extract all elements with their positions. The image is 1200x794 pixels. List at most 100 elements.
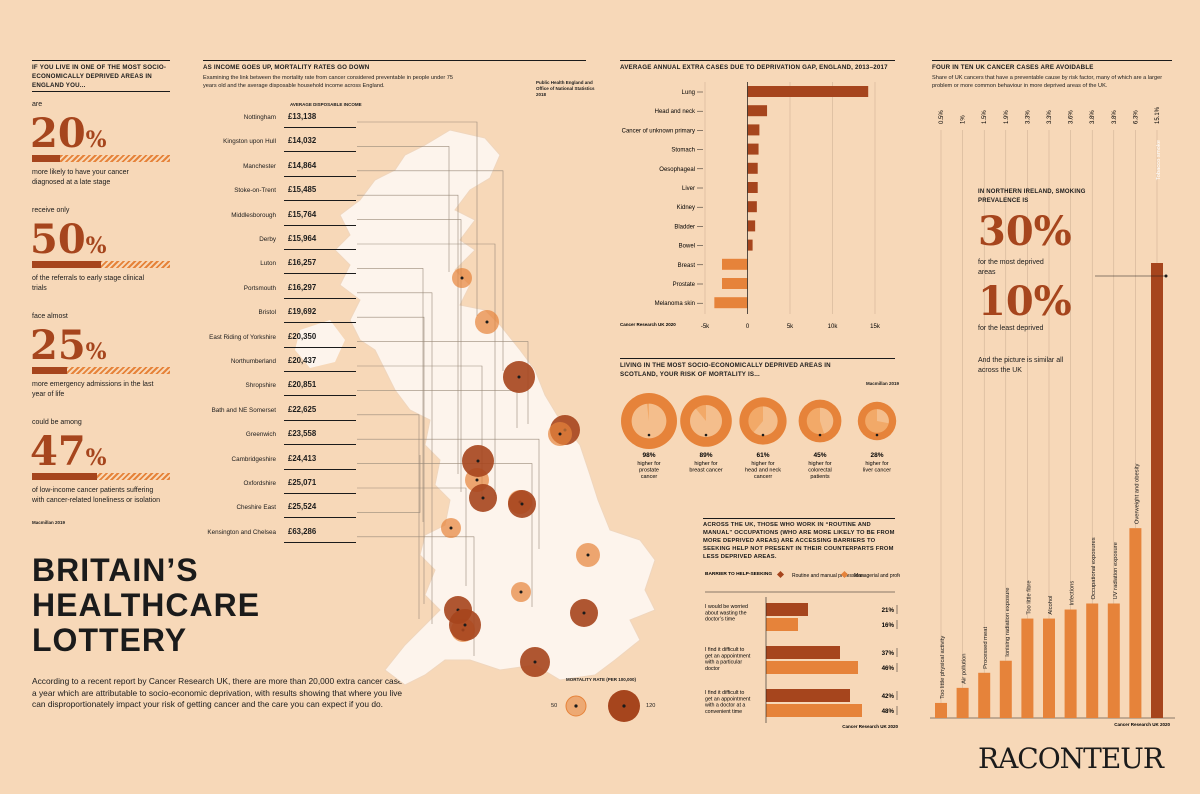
- income-source: Public Health England and Office of Nati…: [536, 80, 595, 97]
- row-rule: [284, 371, 356, 372]
- barrier-label: doctor’s time: [705, 617, 735, 623]
- stat-description: of low-income cancer patients suffering …: [32, 487, 161, 504]
- risk-wedge: [631, 403, 667, 439]
- mortality-dot: [517, 375, 521, 379]
- row-rule: [284, 322, 356, 324]
- risk-percent: 45%: [813, 452, 826, 459]
- raconteur-logo: RACONTEUR: [978, 742, 1164, 775]
- stat-percent: 50%: [30, 220, 107, 260]
- city-name: Shropshire: [245, 382, 276, 390]
- center-dot: [761, 433, 765, 437]
- risk-wedge: [820, 407, 834, 434]
- income-value: £25,071: [288, 478, 317, 487]
- center-dot: [875, 433, 879, 437]
- avoidable-value: 3.8%: [1090, 110, 1096, 124]
- mortality-dot: [476, 459, 480, 463]
- income-value: £20,437: [288, 356, 317, 365]
- income-value: £15,485: [288, 185, 317, 195]
- barrier-label: get an appointment: [705, 653, 751, 659]
- avoidable-source: Cancer Research UK 2020: [1114, 722, 1170, 727]
- avoidable-bar: [1151, 263, 1163, 718]
- avoidable-value: 6.3%: [1133, 110, 1139, 124]
- avoidable-rule: [932, 60, 1172, 61]
- stat-bar-fill: [32, 367, 67, 374]
- category-label: Breast: [678, 263, 696, 269]
- row-rule: [284, 249, 356, 250]
- avoidable-category: Processed meat: [983, 627, 989, 669]
- avoidable-category: Alcohol: [1048, 596, 1054, 615]
- intro-text: According to a recent report by Cancer R…: [32, 676, 407, 709]
- left-rule: [32, 60, 170, 61]
- risk-desc: cancer: [641, 474, 658, 480]
- risk-desc: colorectal: [808, 468, 832, 474]
- city-name: Bath and NE Somerset: [211, 406, 276, 414]
- avoidable-category: Too little physical activity: [940, 636, 946, 699]
- legend-dark-swatch: [776, 570, 785, 579]
- avoidable-value: 3.3%: [1025, 110, 1031, 124]
- row-rule: [284, 346, 356, 348]
- risk-wedge: [690, 405, 722, 437]
- x-tick-label: 5k: [787, 324, 794, 330]
- x-tick-label: -5k: [701, 324, 710, 330]
- category-label: Oesophageal: [659, 167, 695, 173]
- barrier-value: 48%: [882, 708, 895, 715]
- avoidable-value: 3.8%: [1112, 110, 1118, 124]
- income-subtitle: Examining the link between the mortality…: [203, 75, 453, 89]
- mortality-dot: [463, 623, 467, 627]
- risk-percent: 61%: [756, 452, 769, 459]
- income-value: £13,138: [288, 112, 317, 121]
- barrier-label: I find it difficult to: [705, 690, 744, 696]
- mortality-dot: [558, 432, 562, 436]
- stat-sign: %: [85, 339, 107, 365]
- bar: [747, 86, 869, 97]
- row-rule: [284, 151, 356, 153]
- barrier-value: 46%: [882, 665, 895, 672]
- barrier-value: 37%: [882, 650, 895, 657]
- risk-desc: higher for: [694, 461, 717, 467]
- mortality-dot: [460, 276, 464, 280]
- avoidable-category: Too little fibre: [1026, 580, 1032, 614]
- risk-percent: 89%: [699, 452, 712, 459]
- avoidable-value: 15.1%: [1155, 106, 1161, 124]
- avoidable-value: 1.9%: [1004, 110, 1010, 124]
- connector-line: [357, 292, 433, 624]
- risk-desc: head and neck: [745, 468, 781, 474]
- connector-line: [357, 438, 540, 549]
- stat-sign: %: [85, 127, 107, 153]
- mortality-dot: [481, 496, 485, 500]
- barrier-col-label: BARRIER TO HELP-SEEKING: [705, 571, 772, 577]
- barrier-label: I would be worried: [705, 604, 748, 610]
- connector-line: [357, 341, 529, 424]
- ni-pct-least: 10%: [978, 278, 1072, 325]
- stat-sign: %: [85, 233, 107, 259]
- city-name: Nottingham: [243, 114, 276, 121]
- avoidable-header: Four in ten UK cancer cases are avoidabl…: [932, 64, 1094, 71]
- income-value: £16,297: [288, 282, 317, 292]
- map-ni: [295, 320, 345, 368]
- income-value: £23,558: [288, 429, 317, 439]
- row-rule: [284, 224, 356, 226]
- bar: [722, 258, 748, 270]
- risk-desc: higher for: [808, 461, 831, 467]
- bar: [747, 239, 753, 251]
- scotland-source: Macmillan 2019: [866, 381, 900, 386]
- legend-light-swatch: [840, 570, 849, 579]
- income-value: £20,851: [288, 380, 317, 390]
- scotland-rule: [620, 358, 895, 359]
- center-dot: [647, 433, 651, 437]
- barrier-label: get an appointment: [705, 696, 751, 702]
- mortality-dot: [533, 660, 537, 664]
- category-label: Liver: [682, 186, 695, 192]
- deprivation-source: Cancer Research UK 2020: [620, 322, 676, 327]
- deprivation-header: Average annual extra cases due to depriv…: [620, 64, 888, 71]
- barrier-value: 16%: [882, 622, 895, 629]
- avoidable-bar: [956, 687, 969, 718]
- category-label: Bowel: [679, 244, 695, 250]
- ni-pct-most: 30%: [978, 208, 1072, 255]
- connector-line: [357, 170, 504, 371]
- row-rule: [284, 419, 356, 421]
- barriers-header: Across the UK, those who work in “routin…: [703, 522, 895, 560]
- mortality-dot: [485, 320, 489, 324]
- avoidable-subtitle: Share of UK cancers that have a preventa…: [932, 75, 1163, 89]
